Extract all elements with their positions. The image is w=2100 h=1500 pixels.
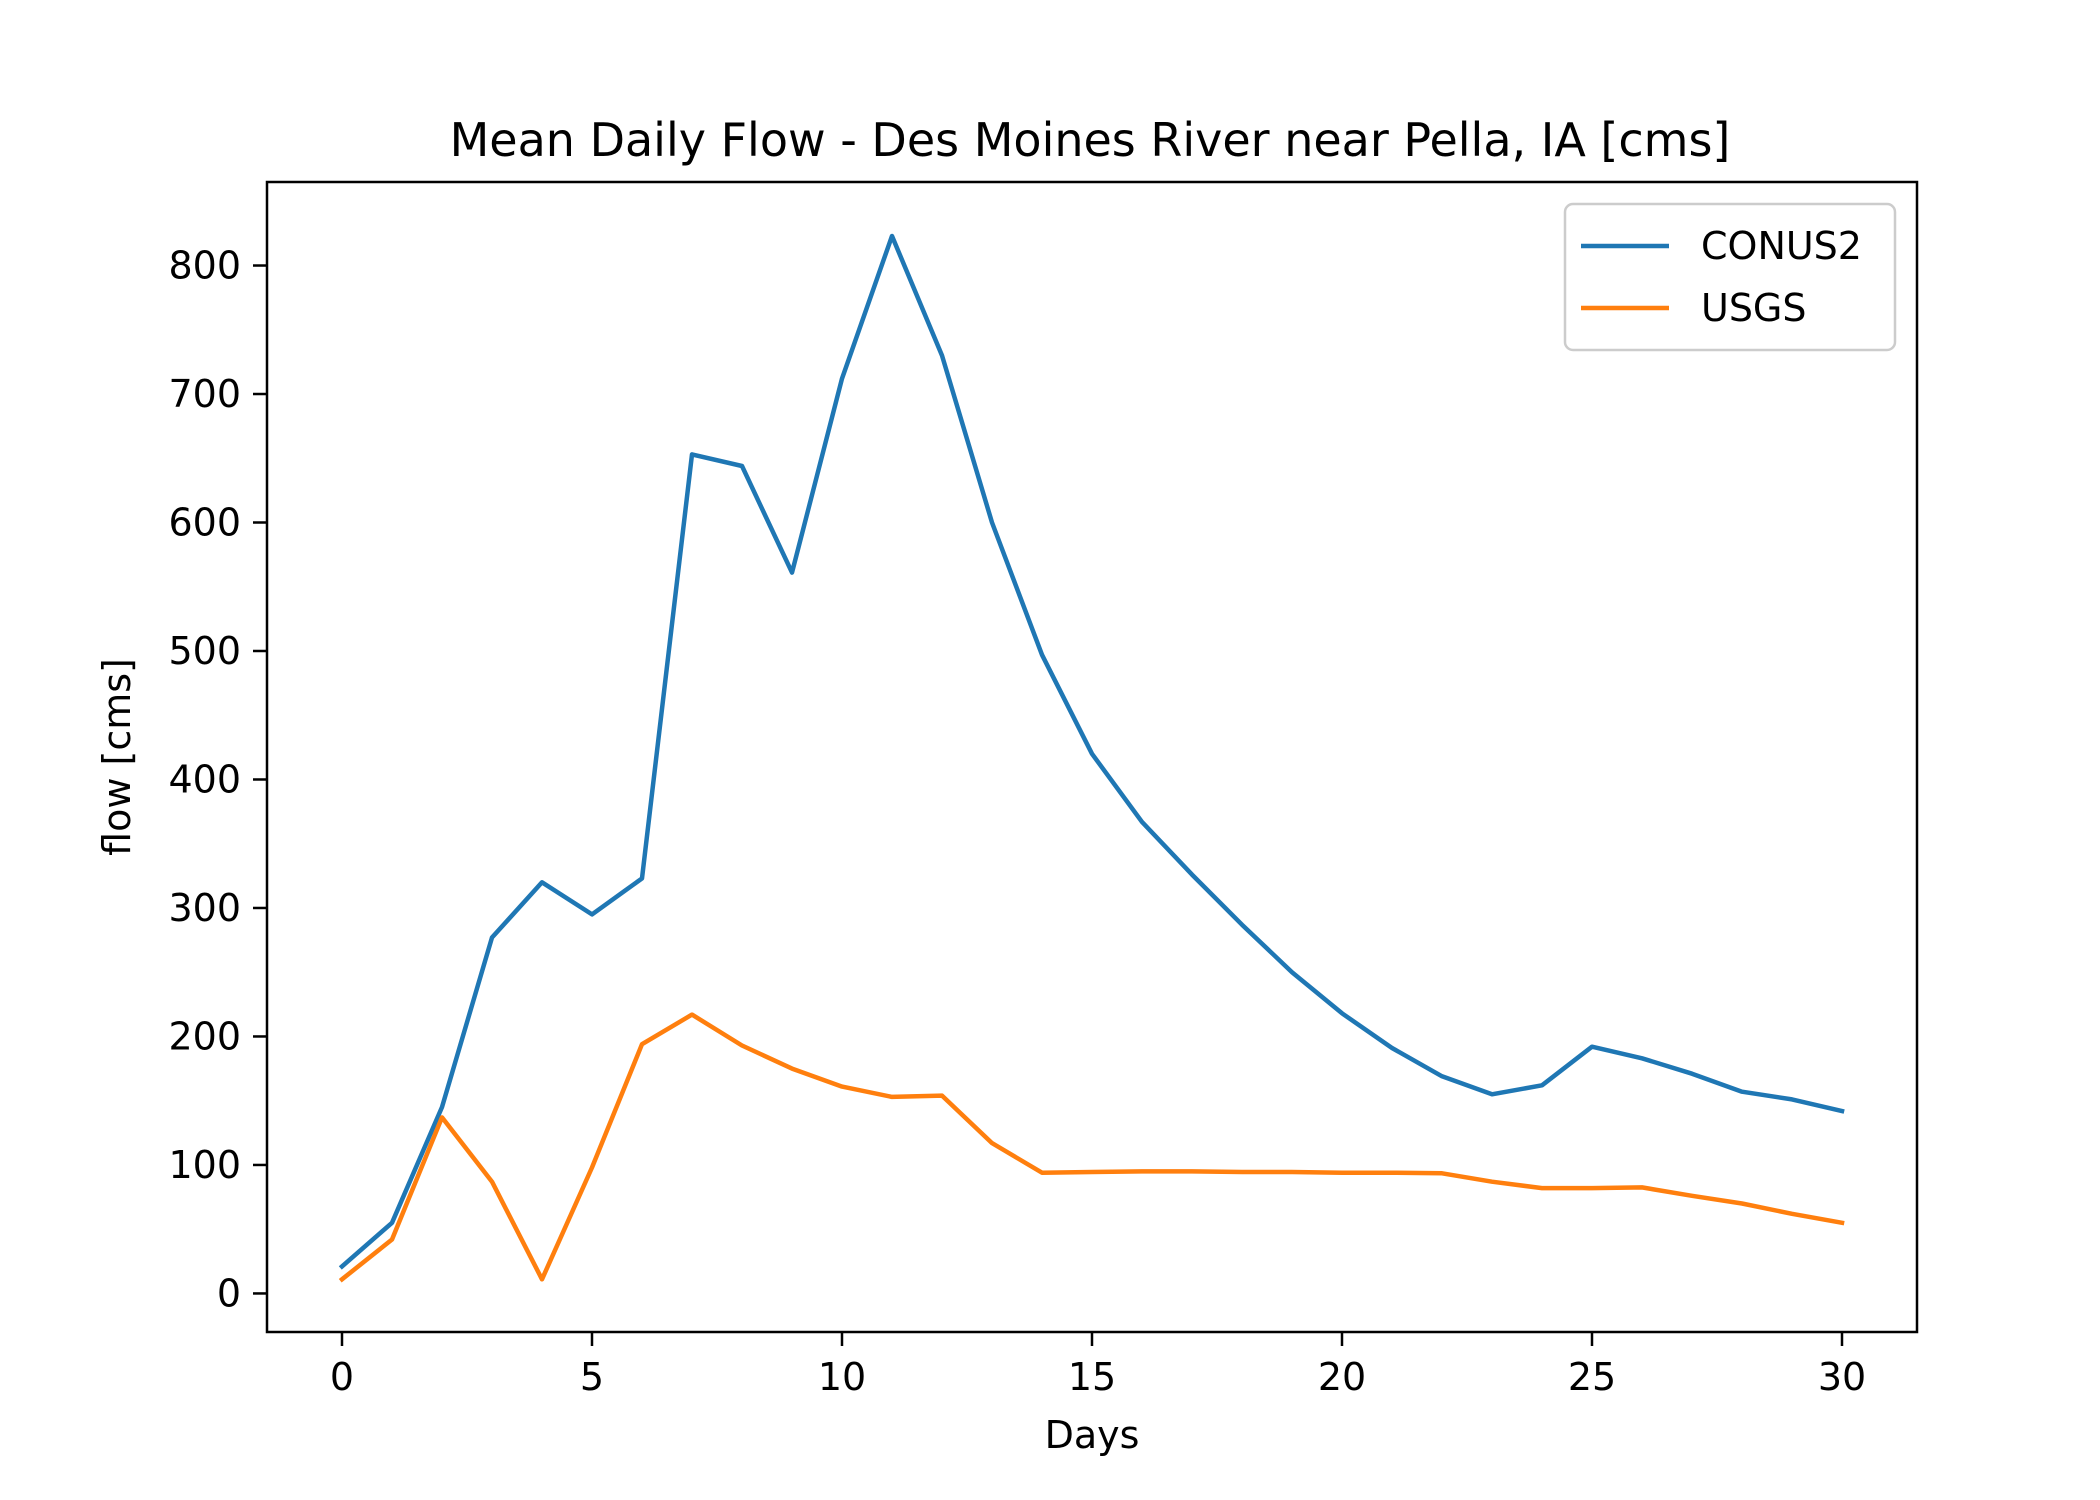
x-tick-label: 5 [580,1355,604,1399]
x-tick-label: 25 [1568,1355,1616,1399]
y-axis: 0 100 200 300 400 500 600 700 800 [168,244,267,1315]
x-tick-label: 10 [818,1355,866,1399]
y-tick-label: 700 [168,372,241,416]
chart-title: Mean Daily Flow - Des Moines River near … [450,113,1731,167]
series-line-usgs [338,1012,1845,1283]
x-axis-label: Days [1045,1413,1140,1457]
y-tick-label: 300 [168,886,241,930]
y-tick-label: 0 [217,1271,241,1315]
legend-label-usgs: USGS [1701,286,1807,330]
y-tick-label: 500 [168,629,241,673]
y-tick-label: 200 [168,1014,241,1058]
y-tick-label: 800 [168,244,241,288]
y-tick-label: 400 [168,757,241,801]
y-axis-label: flow [cms] [95,658,139,856]
series-layer [338,233,1845,1283]
legend-label-conus2: CONUS2 [1701,224,1862,268]
x-tick-label: 0 [330,1355,354,1399]
x-tick-label: 30 [1818,1355,1866,1399]
x-tick-label: 20 [1318,1355,1366,1399]
y-tick-label: 600 [168,501,241,545]
y-tick-label: 100 [168,1143,241,1187]
legend: CONUS2 USGS [1563,202,1897,352]
x-axis: 0 5 10 15 20 25 30 [330,1332,1866,1399]
legend-box [1563,202,1897,352]
series-line-conus2 [338,233,1845,1270]
x-tick-label: 15 [1068,1355,1116,1399]
